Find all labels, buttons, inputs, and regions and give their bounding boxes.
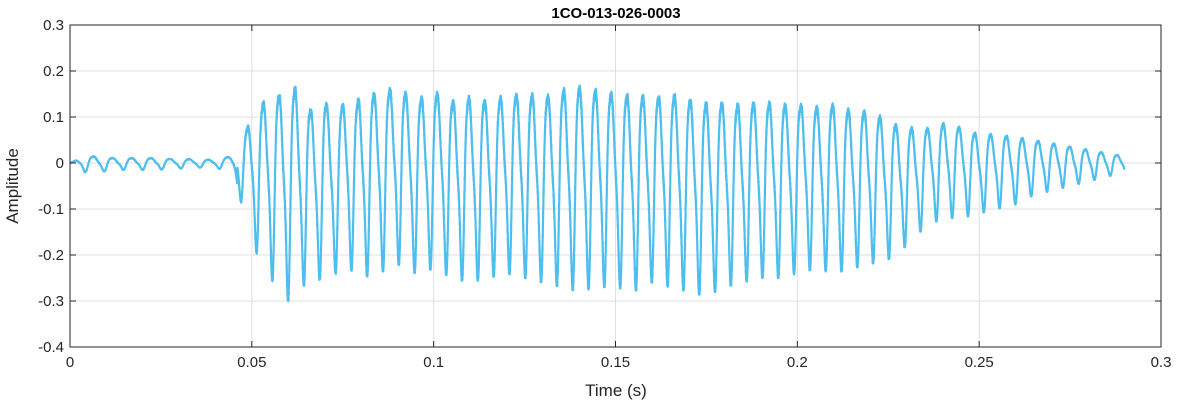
x-tick-label: 0.05 [237, 354, 266, 371]
x-tick-label: 0.25 [965, 354, 994, 371]
y-tick-label: 0.1 [43, 109, 64, 126]
y-tick-labels: -0.4 -0.3 -0.2 -0.1 0 0.1 0.2 0.3 [38, 17, 64, 356]
y-tick-label: -0.3 [38, 293, 64, 310]
waveform-line [68, 84, 1126, 303]
chart-title: 1CO-013-026-0003 [551, 5, 680, 22]
x-tick-labels: 0 0.05 0.1 0.15 0.2 0.25 0.3 [66, 354, 1172, 371]
x-tick-label: 0.15 [601, 354, 630, 371]
y-tick-label: -0.2 [38, 247, 64, 264]
x-tick-label: 0.1 [423, 354, 444, 371]
y-tick-label: 0.2 [43, 63, 64, 80]
y-tick-label: -0.1 [38, 201, 64, 218]
x-tick-label: 0.2 [787, 354, 808, 371]
ticks [69, 24, 1162, 348]
y-tick-label: 0 [56, 155, 64, 172]
x-axis-label: Time (s) [585, 381, 647, 400]
y-tick-label: 0.3 [43, 17, 64, 34]
x-tick-label: 0 [66, 354, 74, 371]
y-tick-label: -0.4 [38, 339, 64, 356]
y-axis-label: Amplitude [3, 148, 22, 224]
x-tick-label: 0.3 [1151, 354, 1172, 371]
